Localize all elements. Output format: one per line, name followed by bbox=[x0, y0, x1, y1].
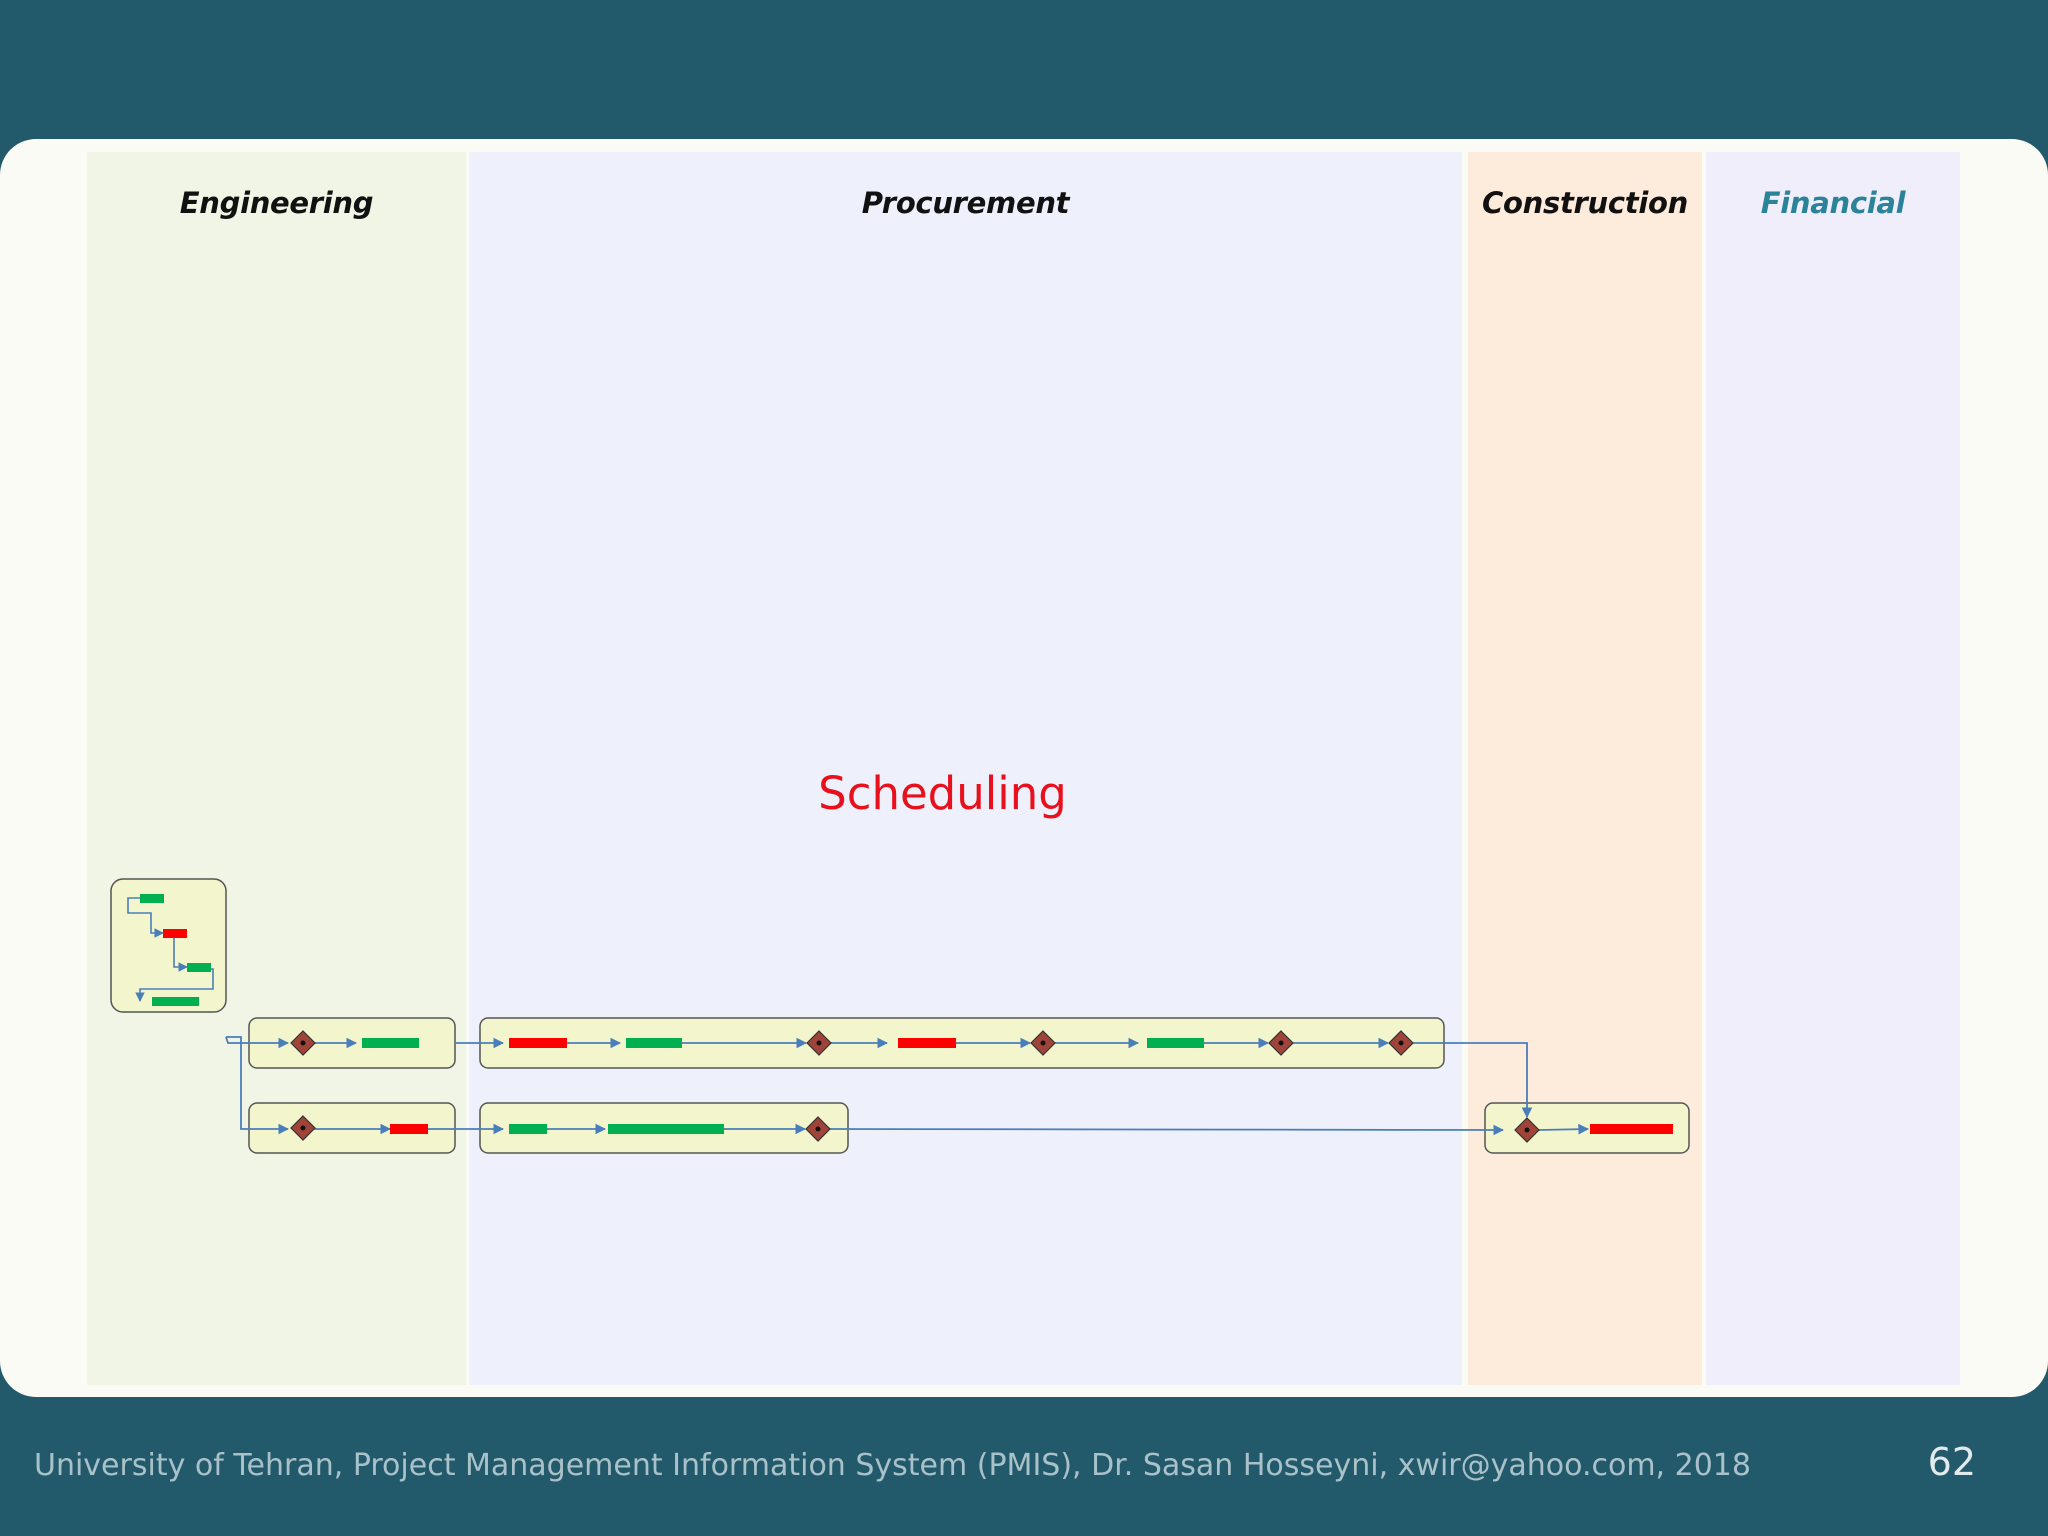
milestone-icon bbox=[1514, 1117, 1540, 1143]
activity-bar bbox=[509, 1038, 567, 1048]
lane-financial: Financial bbox=[1706, 152, 1960, 1385]
activity-bar bbox=[608, 1124, 724, 1134]
slide-area: Engineering Procurement Construction Fin… bbox=[0, 139, 2048, 1397]
lane-construction: Construction bbox=[1468, 152, 1702, 1385]
activity-bar bbox=[509, 1124, 547, 1134]
activity-bar bbox=[626, 1038, 682, 1048]
lane-title-procurement: Procurement bbox=[861, 186, 1070, 220]
activity-bar bbox=[362, 1038, 419, 1048]
activity-bar bbox=[1590, 1124, 1673, 1134]
milestone-icon bbox=[290, 1115, 316, 1141]
activity-bar bbox=[1147, 1038, 1204, 1048]
activity-bar bbox=[898, 1038, 956, 1048]
engineering-schedule-box bbox=[110, 878, 227, 1013]
page-number: 62 bbox=[1927, 1440, 1976, 1484]
activity-bar bbox=[152, 997, 199, 1006]
activity-bar bbox=[140, 894, 164, 903]
scheduling-label: Scheduling bbox=[818, 767, 1067, 820]
milestone-icon bbox=[805, 1116, 831, 1142]
milestone-icon bbox=[1030, 1030, 1056, 1056]
lane-engineering: Engineering bbox=[87, 152, 466, 1385]
schedule-diagram bbox=[110, 878, 1690, 1154]
milestone-icon bbox=[1268, 1030, 1294, 1056]
lane-title-financial: Financial bbox=[1760, 186, 1906, 220]
footer-credit: University of Tehran, Project Management… bbox=[34, 1448, 1751, 1483]
lane-title-construction: Construction bbox=[1482, 186, 1688, 220]
milestone-icon bbox=[290, 1030, 316, 1056]
lane-title-engineering: Engineering bbox=[179, 186, 374, 220]
lane-procurement: Procurement bbox=[469, 152, 1462, 1385]
activity-bar bbox=[187, 963, 211, 972]
activity-bar bbox=[163, 929, 187, 938]
milestone-icon bbox=[1388, 1030, 1414, 1056]
milestone-icon bbox=[806, 1030, 832, 1056]
row2-engineering-box bbox=[248, 1102, 456, 1154]
activity-bar bbox=[390, 1124, 428, 1134]
